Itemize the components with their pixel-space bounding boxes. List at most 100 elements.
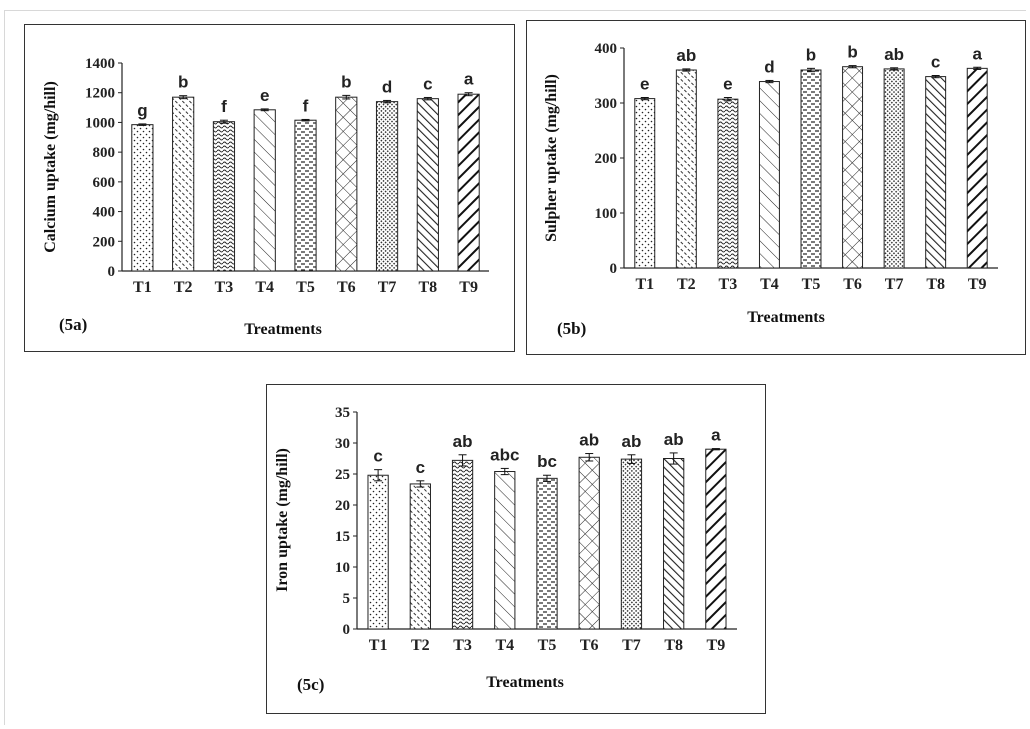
- y-tick-label: 35: [335, 405, 350, 421]
- calcium-uptake-chart-panel: 0 200 400 600 800 1000 1200 1400 g T1 b T2 f T3 e T4 f T5…: [24, 24, 515, 352]
- bar-t8: [925, 76, 947, 269]
- y-tick-label: 20: [335, 498, 350, 514]
- bar-t2: [172, 96, 195, 272]
- significance-label: e: [723, 75, 732, 94]
- y-axis-title: Iron uptake (mg/hill): [274, 448, 291, 592]
- bar-t9: [457, 93, 480, 272]
- significance-label: ab: [579, 431, 599, 450]
- y-tick-label: 0: [108, 264, 116, 280]
- significance-label: b: [847, 43, 857, 62]
- y-tick-label: 15: [335, 529, 350, 545]
- y-axis-title: Calcium uptake (mg/hill): [42, 81, 59, 253]
- significance-label: ab: [664, 430, 684, 449]
- x-tick-label: T2: [411, 637, 430, 654]
- x-tick-label: T1: [635, 276, 654, 293]
- bar-t1: [634, 98, 656, 269]
- significance-label: c: [373, 447, 382, 466]
- x-tick-label: T8: [664, 637, 683, 654]
- y-tick-label: 30: [335, 436, 350, 452]
- significance-label: c: [416, 458, 425, 477]
- page-edge-top: [4, 10, 1026, 11]
- significance-label: d: [764, 57, 774, 76]
- y-tick-label: 400: [595, 41, 618, 57]
- y-tick-label: 10: [335, 560, 350, 576]
- significance-label: ab: [676, 46, 696, 65]
- significance-label: d: [382, 77, 392, 96]
- bar-t5: [536, 477, 558, 630]
- bar-t5: [294, 119, 317, 272]
- significance-label: e: [640, 75, 649, 94]
- significance-label: abc: [490, 445, 519, 464]
- x-tick-label: T1: [133, 279, 152, 296]
- significance-label: ab: [453, 432, 473, 451]
- x-tick-label: T6: [843, 276, 862, 293]
- x-tick-label: T8: [418, 279, 437, 296]
- bar-t8: [663, 458, 685, 630]
- x-tick-label: T4: [255, 279, 274, 296]
- y-tick-label: 0: [343, 622, 351, 638]
- bar-t1: [367, 474, 389, 630]
- bar-t3: [717, 98, 739, 269]
- x-tick-label: T9: [707, 637, 726, 654]
- bar-t3: [451, 459, 474, 630]
- y-tick-label: 600: [93, 175, 116, 191]
- bar-t6: [335, 96, 358, 272]
- sulpher-uptake-chart-panel: 0 100 200 300 400 e T1 ab T2 e T3 d T4 b T5 b T6 ab T7 c T8 a…: [526, 20, 1026, 355]
- x-axis-title: Treatments: [747, 309, 825, 326]
- x-tick-label: T2: [174, 279, 193, 296]
- significance-label: a: [464, 70, 474, 89]
- significance-label: c: [931, 53, 940, 72]
- bar-t2: [409, 483, 431, 630]
- bar-t1: [131, 124, 154, 272]
- bar-t5: [800, 69, 822, 269]
- panel-label: (5c): [297, 675, 324, 694]
- y-tick-label: 1400: [85, 56, 115, 72]
- x-tick-label: T9: [459, 279, 478, 296]
- bar-t4: [253, 109, 276, 272]
- x-tick-label: T7: [885, 276, 904, 293]
- x-tick-label: T3: [719, 276, 738, 293]
- y-tick-label: 400: [93, 205, 116, 221]
- y-tick-label: 1200: [85, 86, 115, 102]
- significance-label: f: [221, 97, 227, 116]
- significance-label: a: [711, 426, 721, 445]
- calcium-uptake-chart: 0 200 400 600 800 1000 1200 1400 g T1 b T2 f T3 e T4 f T5…: [42, 56, 489, 338]
- significance-label: f: [303, 96, 309, 115]
- y-axis-title: Sulpher uptake (mg/hill): [543, 74, 560, 242]
- bar-t4: [494, 471, 516, 630]
- x-tick-label: T2: [677, 276, 696, 293]
- significance-label: e: [260, 86, 269, 105]
- x-tick-label: T1: [369, 637, 388, 654]
- significance-label: ab: [884, 45, 904, 64]
- y-tick-label: 25: [335, 467, 350, 483]
- iron-uptake-chart-panel: 0 5 10 15 20 25 30 35 c T1 c T2 ab T3 abc T4 bc T5 ab T6 ab T…: [266, 384, 766, 714]
- bar-t6: [578, 456, 600, 630]
- significance-label: b: [341, 72, 351, 91]
- x-tick-label: T4: [760, 276, 779, 293]
- bar-t7: [883, 68, 905, 269]
- page-edge-left: [4, 10, 5, 725]
- panel-label: (5a): [59, 315, 87, 334]
- y-tick-label: 5: [343, 591, 351, 607]
- x-tick-label: T5: [296, 279, 315, 296]
- x-tick-label: T8: [926, 276, 945, 293]
- significance-label: b: [806, 45, 816, 64]
- x-tick-label: T6: [337, 279, 356, 296]
- x-tick-label: T5: [538, 637, 557, 654]
- sulpher-uptake-chart: 0 100 200 300 400 e T1 ab T2 e T3 d T4 b T5 b T6 ab T7 c T8 a…: [543, 41, 998, 338]
- bar-t7: [375, 101, 399, 272]
- y-tick-label: 200: [595, 151, 618, 167]
- x-tick-label: T3: [215, 279, 234, 296]
- x-axis-title: Treatments: [486, 674, 564, 691]
- x-tick-label: T6: [580, 637, 599, 654]
- y-tick-label: 200: [93, 234, 116, 250]
- significance-label: g: [137, 101, 147, 120]
- bar-t7: [620, 458, 643, 630]
- bar-t2: [675, 69, 697, 269]
- x-tick-label: T9: [968, 276, 987, 293]
- bar-t8: [416, 98, 439, 272]
- bar-t3: [212, 121, 236, 272]
- significance-label: c: [423, 74, 432, 93]
- y-tick-label: 1000: [85, 115, 115, 131]
- bar-t9: [705, 448, 727, 630]
